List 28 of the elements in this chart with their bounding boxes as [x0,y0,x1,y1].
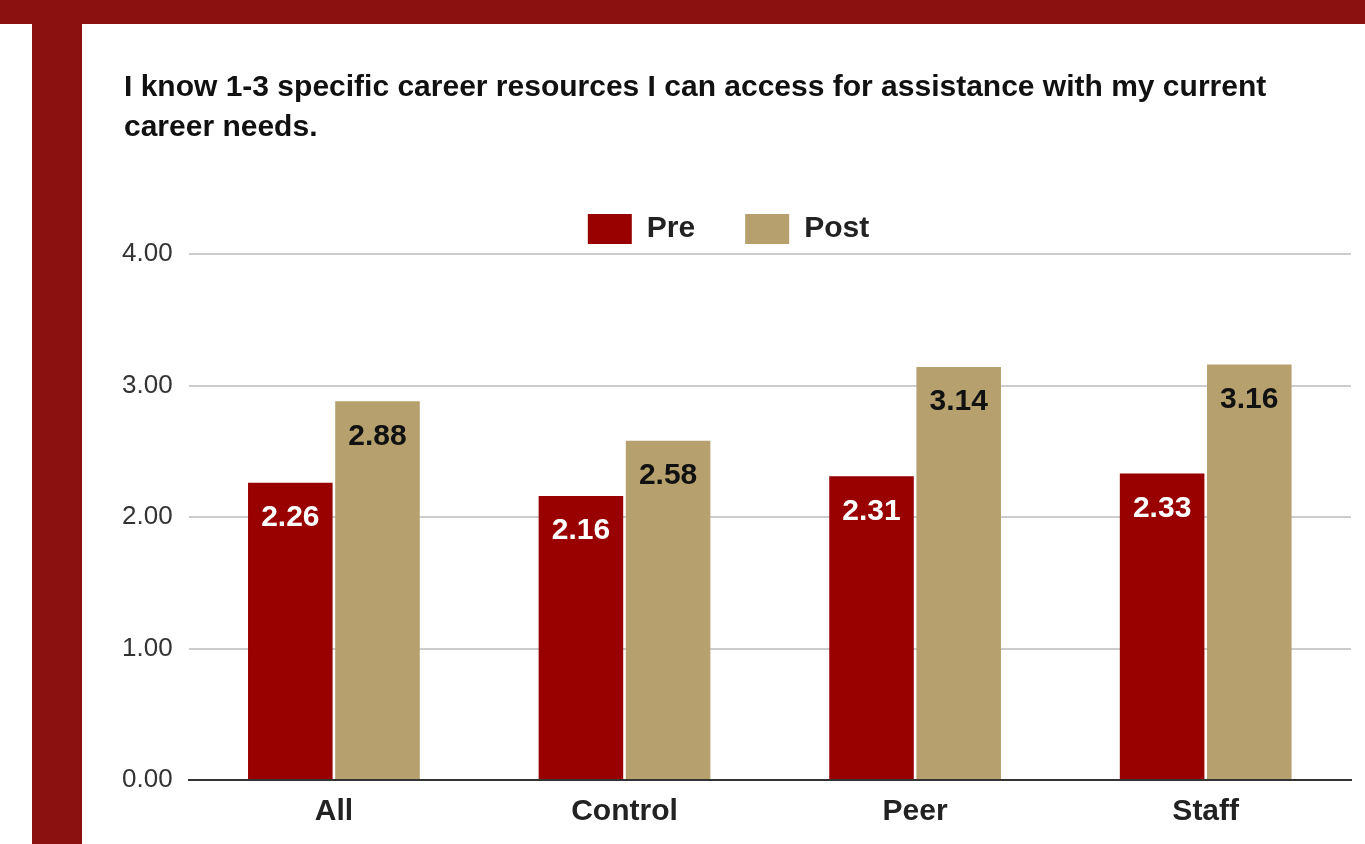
data-label: 2.16 [551,512,611,546]
y-tick-label: 1.00 [121,631,173,662]
legend-label: Pre [646,210,696,244]
x-tick-label: Peer [882,793,948,827]
chart-title: I know 1-3 specific career resources I can access for assistance with my current career needs. [124,68,1268,144]
data-label: 3.14 [929,383,989,417]
data-label: 2.58 [638,457,698,490]
x-tick-label: Staff [1172,793,1241,827]
data-label: 3.16 [1220,380,1279,414]
bar [625,440,711,779]
bar [335,401,420,779]
y-tick-label: 0.00 [121,763,173,794]
bar [1119,473,1205,779]
bar [538,495,624,779]
x-tick-label: All [314,793,354,827]
data-label: 2.26 [261,499,320,533]
data-label: 2.31 [842,492,901,526]
x-tick-label: Control [571,793,678,827]
bar [829,476,914,779]
data-label: 2.33 [1132,489,1192,523]
bar [916,367,1001,779]
y-tick-label: 2.00 [121,500,173,531]
y-tick-label: 4.00 [121,237,173,268]
bar [1207,364,1292,779]
y-tick-label: 3.00 [121,368,173,399]
bar [248,482,333,779]
legend-label: Post [804,210,870,244]
data-label: 2.88 [348,417,407,451]
